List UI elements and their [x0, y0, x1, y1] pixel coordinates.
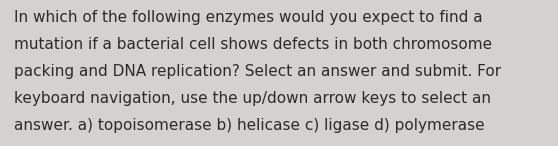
Text: mutation if a bacterial cell shows defects in both chromosome: mutation if a bacterial cell shows defec… [14, 37, 492, 52]
Text: packing and DNA replication? Select an answer and submit. For: packing and DNA replication? Select an a… [14, 64, 501, 79]
Text: In which of the following enzymes would you expect to find a: In which of the following enzymes would … [14, 10, 483, 25]
Text: keyboard navigation, use the up/down arrow keys to select an: keyboard navigation, use the up/down arr… [14, 91, 491, 106]
Text: answer. a) topoisomerase b) helicase c) ligase d) polymerase: answer. a) topoisomerase b) helicase c) … [14, 118, 484, 133]
